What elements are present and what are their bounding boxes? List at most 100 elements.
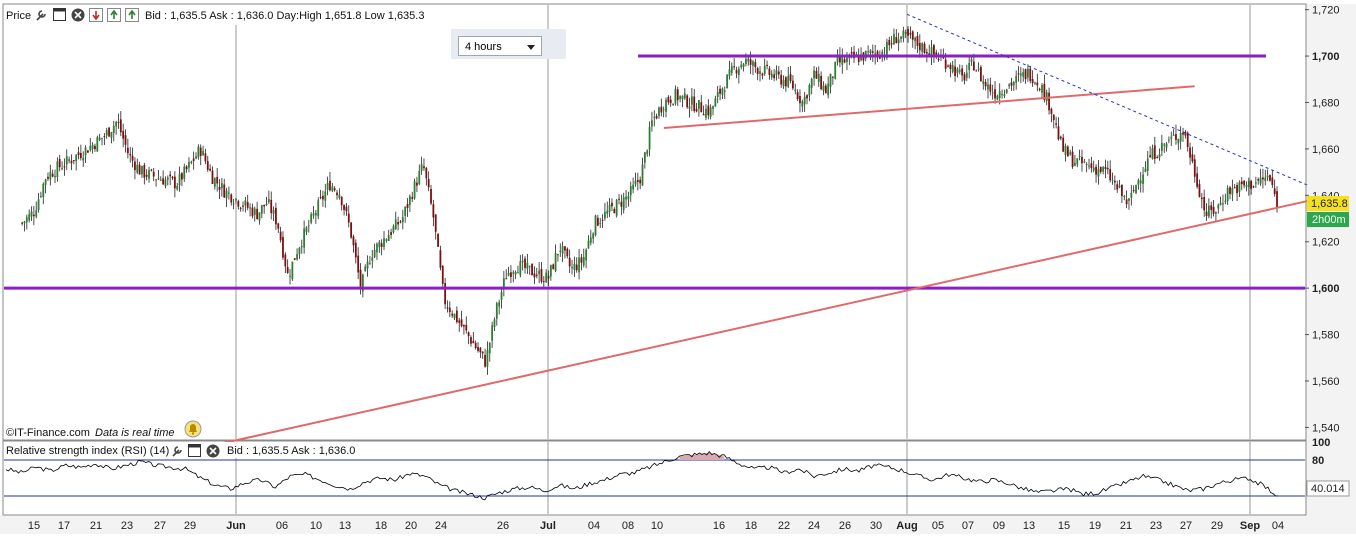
candle-body xyxy=(651,120,653,127)
candle-body xyxy=(112,125,115,134)
candle-body xyxy=(1125,199,1128,205)
candle-body xyxy=(580,257,583,263)
bell-alert-icon[interactable] xyxy=(184,420,202,438)
candle-body xyxy=(719,88,721,94)
candle-body xyxy=(213,178,216,187)
candle-body xyxy=(632,184,635,190)
candle-body xyxy=(420,164,423,171)
wrench-icon[interactable] xyxy=(172,446,182,457)
candle-body xyxy=(909,33,912,35)
candle-body xyxy=(141,166,143,175)
candle-body xyxy=(209,168,212,171)
candle-body xyxy=(94,145,96,150)
timeframe-select[interactable]: 4 hours xyxy=(458,36,542,56)
candle-body xyxy=(1198,184,1201,197)
candle-body xyxy=(32,214,35,217)
y-tick-label: 1,540 xyxy=(1312,422,1340,434)
candle-body xyxy=(794,89,797,92)
x-tick-label: 06 xyxy=(276,520,288,532)
candle-body xyxy=(138,164,141,175)
candle-body xyxy=(326,183,329,190)
candle-body xyxy=(68,159,71,161)
candle-body xyxy=(1217,204,1220,209)
candle-body xyxy=(1238,182,1241,192)
candle-body xyxy=(378,241,381,248)
candle-body xyxy=(510,272,512,278)
candle-body xyxy=(1163,144,1166,146)
rsi-series: 100 80 xyxy=(4,437,1330,501)
rsi-last-badge xyxy=(1306,480,1350,497)
candle-body xyxy=(1243,180,1246,186)
candle-body xyxy=(258,212,261,221)
candle-body xyxy=(392,226,395,233)
x-tick-label: Jul xyxy=(540,520,556,532)
move-down-icon[interactable] xyxy=(89,8,103,22)
window-icon[interactable] xyxy=(188,444,201,457)
candle-body xyxy=(850,52,853,54)
candle-body xyxy=(690,96,693,105)
candle-body xyxy=(394,219,397,230)
move-up-icon[interactable] xyxy=(107,8,121,22)
move-up-icon[interactable] xyxy=(125,8,139,22)
candle-body xyxy=(742,64,745,67)
candle-body xyxy=(517,272,519,274)
candle-body xyxy=(975,70,978,72)
candle-body xyxy=(831,76,834,78)
candle-body xyxy=(1092,167,1095,171)
candle-body xyxy=(535,274,538,276)
candle-body xyxy=(190,161,193,163)
candle-body xyxy=(869,50,872,53)
date-axis: 15 17 21 23 27 29 Jun 06 10 13 18 20 24 26 Jul 04 08 10 16… xyxy=(28,520,1284,532)
candle-body xyxy=(965,72,968,78)
candle-body xyxy=(199,147,202,157)
candle-body xyxy=(813,70,815,79)
candle-body xyxy=(235,198,237,201)
candle-body xyxy=(907,28,909,36)
close-icon[interactable] xyxy=(206,444,220,458)
candle-body xyxy=(1139,180,1142,184)
countdown-badge xyxy=(1307,212,1349,227)
candle-body xyxy=(554,253,557,271)
candle-body xyxy=(820,75,823,90)
candle-body xyxy=(277,223,280,229)
candle-body xyxy=(904,32,907,34)
candle-body xyxy=(397,222,400,225)
candle-body xyxy=(1038,88,1041,91)
candle-body xyxy=(1254,182,1257,184)
candle-body xyxy=(373,249,376,258)
wrench-icon[interactable] xyxy=(34,8,48,22)
candle-body xyxy=(110,132,113,138)
candle-body xyxy=(796,92,799,99)
candle-body xyxy=(1059,136,1062,139)
candle-body xyxy=(192,158,195,162)
candle-body xyxy=(242,205,244,207)
candle-body xyxy=(714,98,717,107)
close-icon[interactable] xyxy=(71,8,85,22)
candle-body xyxy=(1240,181,1243,185)
candle-body xyxy=(279,231,282,241)
trendline[interactable] xyxy=(200,198,1313,450)
candle-body xyxy=(618,198,620,200)
candle-body xyxy=(636,179,639,182)
candle-body xyxy=(667,96,670,103)
candle-body xyxy=(996,95,999,100)
candle-body xyxy=(1104,166,1107,170)
x-tick-label: 20 xyxy=(405,520,417,532)
candle-body xyxy=(768,68,771,75)
candle-body xyxy=(1118,185,1121,188)
candle-body xyxy=(700,102,703,113)
x-tick-label: 27 xyxy=(1180,520,1192,532)
dotted-resistance-trendline[interactable] xyxy=(906,13,1308,186)
candle-body xyxy=(305,227,308,233)
candle-body xyxy=(547,276,550,279)
candle-body xyxy=(540,268,543,282)
window-icon[interactable] xyxy=(53,8,66,21)
trendline[interactable] xyxy=(663,85,1195,130)
candle-body xyxy=(604,211,606,219)
candle-body xyxy=(1022,72,1025,77)
candle-body xyxy=(963,74,966,81)
candle-body xyxy=(980,67,982,82)
y-tick-label: 1,620 xyxy=(1312,237,1340,249)
